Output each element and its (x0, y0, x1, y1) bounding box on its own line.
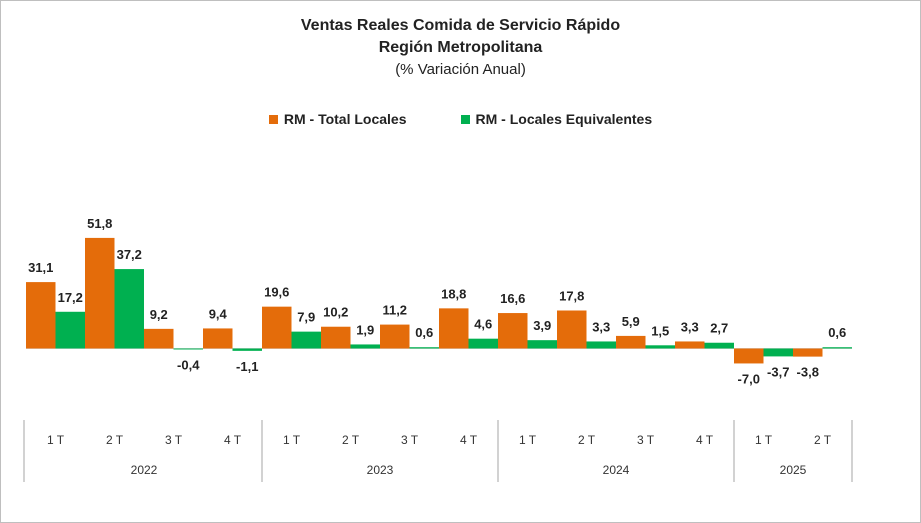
year-label: 2024 (603, 463, 630, 477)
year-label: 2022 (131, 463, 158, 477)
data-label: 37,2 (117, 247, 142, 262)
bar-total (675, 341, 705, 349)
category-tick-label: 1 T (519, 433, 537, 447)
bar-total (26, 282, 56, 349)
legend-swatch-equivalentes (460, 114, 470, 124)
category-tick-label: 2 T (578, 433, 596, 447)
data-label: 1,5 (651, 323, 669, 338)
bar-total (262, 306, 292, 349)
category-tick-label: 2 T (106, 433, 124, 447)
data-label: 4,6 (474, 317, 492, 332)
data-label: 19,6 (264, 285, 289, 300)
data-label: 51,8 (87, 216, 112, 231)
category-tick-label: 1 T (283, 433, 301, 447)
data-label: 10,2 (323, 305, 348, 320)
bar-total (557, 310, 587, 349)
data-label: 0,6 (828, 325, 846, 340)
category-tick-label: 2 T (814, 433, 832, 447)
data-label: 2,7 (710, 321, 728, 336)
category-tick-label: 4 T (460, 433, 478, 447)
category-tick-label: 3 T (637, 433, 655, 447)
bar-equivalentes (173, 348, 203, 350)
bar-total (85, 237, 115, 349)
bar-equivalentes (527, 340, 557, 349)
legend-swatch-total (268, 114, 278, 124)
data-label: 3,3 (592, 319, 610, 334)
year-label: 2023 (367, 463, 394, 477)
chart-title: Ventas Reales Comida de Servicio Rápido (300, 17, 621, 34)
data-label: -1,1 (236, 359, 258, 374)
bar-total (144, 328, 174, 349)
category-tick-label: 3 T (401, 433, 419, 447)
bar-equivalentes (409, 347, 439, 349)
data-label: -3,7 (767, 364, 789, 379)
data-label: 18,8 (441, 286, 466, 301)
data-label: 3,9 (533, 318, 551, 333)
bar-equivalentes (232, 348, 262, 351)
category-tick-label: 2 T (342, 433, 360, 447)
category-tick-label: 4 T (224, 433, 242, 447)
bar-equivalentes (704, 342, 734, 349)
bar-total (616, 335, 646, 349)
bar-equivalentes (55, 311, 85, 349)
bar-equivalentes (763, 348, 793, 357)
data-label: -3,8 (797, 365, 819, 380)
bar-equivalentes (350, 344, 380, 349)
data-label: -0,4 (177, 357, 200, 372)
bar-equivalentes (114, 269, 144, 349)
legend-item-equivalentes: RM - Locales Equivalentes (460, 111, 653, 127)
bar-equivalentes (291, 331, 321, 349)
chart-legend: RM - Total Locales RM - Locales Equivale… (1, 111, 920, 127)
bar-equivalentes (468, 338, 498, 349)
legend-label-total: RM - Total Locales (283, 111, 407, 127)
bar-equivalentes (645, 345, 675, 349)
data-label: 0,6 (415, 325, 433, 340)
data-label: 11,2 (382, 303, 407, 318)
bar-total (380, 324, 410, 349)
data-label: 16,6 (500, 291, 525, 306)
data-label: 17,2 (58, 290, 83, 305)
bar-total (793, 348, 823, 357)
bar-equivalentes (822, 347, 852, 349)
bar-total (439, 308, 469, 349)
data-label: 7,9 (297, 310, 315, 325)
data-label: 17,8 (559, 288, 584, 303)
data-label: 3,3 (681, 319, 699, 334)
chart-subtitle: Región Metropolitana (378, 39, 543, 56)
bar-total (498, 313, 528, 349)
bar-total (321, 326, 351, 349)
bar-total (734, 348, 764, 364)
bar-total (203, 328, 233, 349)
data-label: 5,9 (622, 314, 640, 329)
data-label: 1,9 (356, 322, 374, 337)
category-tick-label: 1 T (47, 433, 65, 447)
category-tick-label: 4 T (696, 433, 714, 447)
category-tick-label: 1 T (755, 433, 773, 447)
chart-title-block: Ventas Reales Comida de Servicio Rápido … (1, 15, 920, 81)
chart-subtitle-units: (% Variación Anual) (395, 61, 526, 78)
data-label: 31,1 (28, 260, 53, 275)
data-label: 9,4 (209, 306, 228, 321)
legend-item-total: RM - Total Locales (268, 111, 407, 127)
legend-label-equivalentes: RM - Locales Equivalentes (475, 111, 653, 127)
data-label: -7,0 (738, 371, 760, 386)
data-label: 9,2 (150, 307, 168, 322)
bar-equivalentes (586, 341, 616, 349)
year-label: 2025 (780, 463, 807, 477)
category-tick-label: 3 T (165, 433, 183, 447)
